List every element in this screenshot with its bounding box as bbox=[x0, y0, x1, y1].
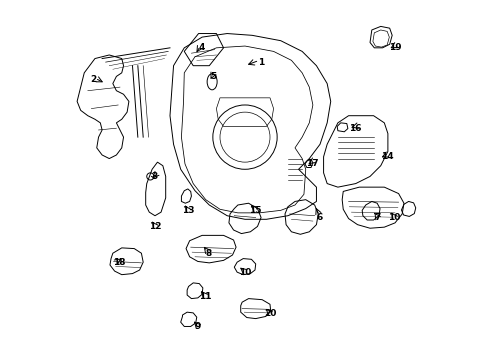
Text: 1: 1 bbox=[258, 58, 264, 67]
Text: 14: 14 bbox=[381, 152, 393, 161]
Text: 10: 10 bbox=[239, 268, 251, 277]
Text: 19: 19 bbox=[389, 43, 401, 52]
Text: 9: 9 bbox=[195, 322, 201, 331]
Text: 11: 11 bbox=[199, 292, 211, 301]
Text: 15: 15 bbox=[249, 206, 262, 215]
Text: 5: 5 bbox=[210, 72, 217, 81]
Text: 12: 12 bbox=[149, 222, 161, 231]
Text: 6: 6 bbox=[317, 213, 323, 222]
Text: 7: 7 bbox=[374, 213, 380, 222]
Text: 16: 16 bbox=[349, 124, 362, 133]
Text: 8: 8 bbox=[205, 249, 212, 258]
Text: 17: 17 bbox=[306, 159, 318, 168]
Text: 20: 20 bbox=[264, 310, 276, 319]
Text: 2: 2 bbox=[90, 76, 97, 85]
Text: 13: 13 bbox=[182, 206, 194, 215]
Text: 3: 3 bbox=[152, 172, 158, 181]
Text: 10: 10 bbox=[388, 213, 400, 222]
Text: 4: 4 bbox=[198, 43, 205, 52]
Text: 18: 18 bbox=[113, 258, 125, 267]
